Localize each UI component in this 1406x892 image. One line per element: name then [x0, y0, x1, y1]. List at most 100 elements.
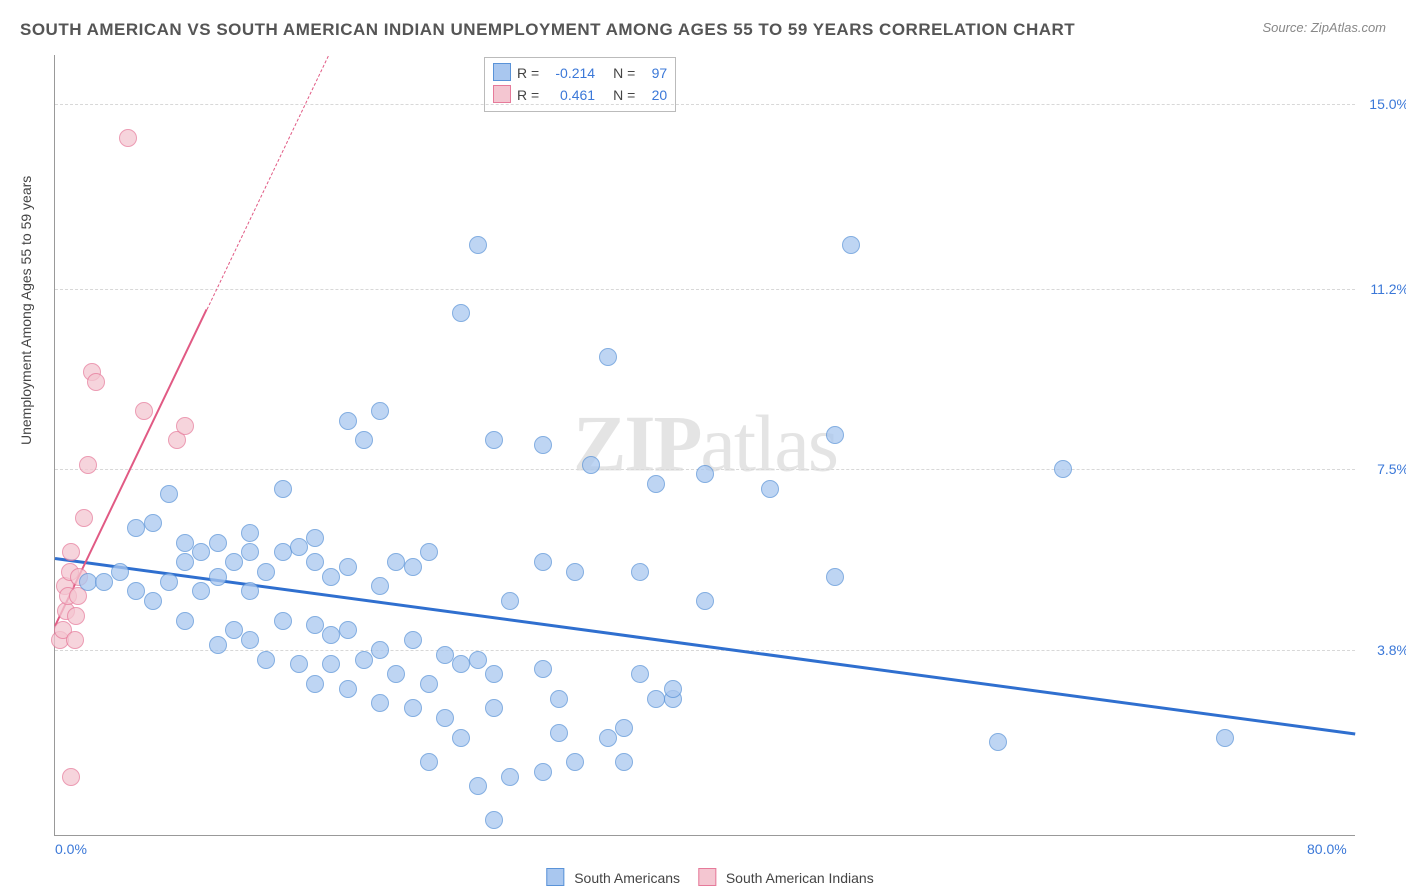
data-point	[209, 636, 227, 654]
data-point	[306, 529, 324, 547]
data-point	[826, 426, 844, 444]
data-point	[225, 553, 243, 571]
data-point	[225, 621, 243, 639]
data-point	[469, 236, 487, 254]
data-point	[485, 431, 503, 449]
data-point	[1054, 460, 1072, 478]
data-point	[306, 616, 324, 634]
data-point	[306, 553, 324, 571]
data-point	[647, 475, 665, 493]
grid-line	[55, 650, 1355, 651]
data-point	[322, 568, 340, 586]
data-point	[192, 582, 210, 600]
data-point	[420, 675, 438, 693]
data-point	[485, 665, 503, 683]
data-point	[989, 733, 1007, 751]
data-point	[87, 373, 105, 391]
data-point	[566, 563, 584, 581]
data-point	[420, 753, 438, 771]
data-point	[615, 719, 633, 737]
data-point	[79, 456, 97, 474]
data-point	[761, 480, 779, 498]
data-point	[339, 621, 357, 639]
data-point	[111, 563, 129, 581]
y-tick-label: 3.8%	[1361, 642, 1406, 658]
y-tick-label: 11.2%	[1361, 281, 1406, 297]
data-point	[355, 651, 373, 669]
data-point	[469, 777, 487, 795]
legend-label-2: South American Indians	[726, 870, 874, 886]
data-point	[1216, 729, 1234, 747]
data-point	[485, 699, 503, 717]
data-point	[144, 592, 162, 610]
data-point	[144, 514, 162, 532]
data-point	[436, 646, 454, 664]
data-point	[501, 768, 519, 786]
x-tick-label: 0.0%	[55, 841, 87, 857]
data-point	[534, 436, 552, 454]
data-point	[485, 811, 503, 829]
source-label: Source: ZipAtlas.com	[1262, 20, 1386, 35]
data-point	[257, 651, 275, 669]
data-point	[241, 543, 259, 561]
data-point	[387, 665, 405, 683]
data-point	[371, 577, 389, 595]
data-point	[339, 412, 357, 430]
data-point	[436, 709, 454, 727]
data-point	[404, 558, 422, 576]
data-point	[387, 553, 405, 571]
data-point	[582, 456, 600, 474]
data-point	[452, 304, 470, 322]
data-point	[257, 563, 275, 581]
data-point	[842, 236, 860, 254]
data-point	[135, 402, 153, 420]
data-point	[160, 485, 178, 503]
data-point	[62, 768, 80, 786]
data-point	[664, 680, 682, 698]
data-point	[290, 538, 308, 556]
series-legend: South Americans South American Indians	[532, 868, 873, 886]
legend-label-1: South Americans	[574, 870, 680, 886]
data-point	[404, 631, 422, 649]
data-point	[119, 129, 137, 147]
data-point	[75, 509, 93, 527]
data-point	[615, 753, 633, 771]
data-point	[209, 568, 227, 586]
data-point	[550, 724, 568, 742]
data-point	[534, 660, 552, 678]
data-point	[241, 631, 259, 649]
data-point	[501, 592, 519, 610]
data-point	[339, 680, 357, 698]
data-point	[192, 543, 210, 561]
data-point	[420, 543, 438, 561]
data-point	[241, 582, 259, 600]
data-point	[127, 582, 145, 600]
data-point	[696, 592, 714, 610]
data-point	[339, 558, 357, 576]
data-point	[599, 348, 617, 366]
data-point	[469, 651, 487, 669]
data-point	[322, 655, 340, 673]
data-point	[371, 694, 389, 712]
data-point	[534, 553, 552, 571]
data-point	[404, 699, 422, 717]
data-point	[826, 568, 844, 586]
data-point	[241, 524, 259, 542]
data-point	[371, 402, 389, 420]
data-point	[274, 612, 292, 630]
y-tick-label: 7.5%	[1361, 461, 1406, 477]
data-point	[566, 753, 584, 771]
data-point	[306, 675, 324, 693]
data-point	[67, 607, 85, 625]
data-point	[631, 563, 649, 581]
data-point	[209, 534, 227, 552]
chart-title: SOUTH AMERICAN VS SOUTH AMERICAN INDIAN …	[20, 20, 1075, 39]
regression-line	[206, 55, 328, 309]
data-point	[66, 631, 84, 649]
legend-swatch-1	[546, 868, 564, 886]
y-axis-title: Unemployment Among Ages 55 to 59 years	[18, 176, 34, 445]
data-point	[355, 431, 373, 449]
data-point	[176, 612, 194, 630]
data-point	[176, 553, 194, 571]
data-point	[290, 655, 308, 673]
